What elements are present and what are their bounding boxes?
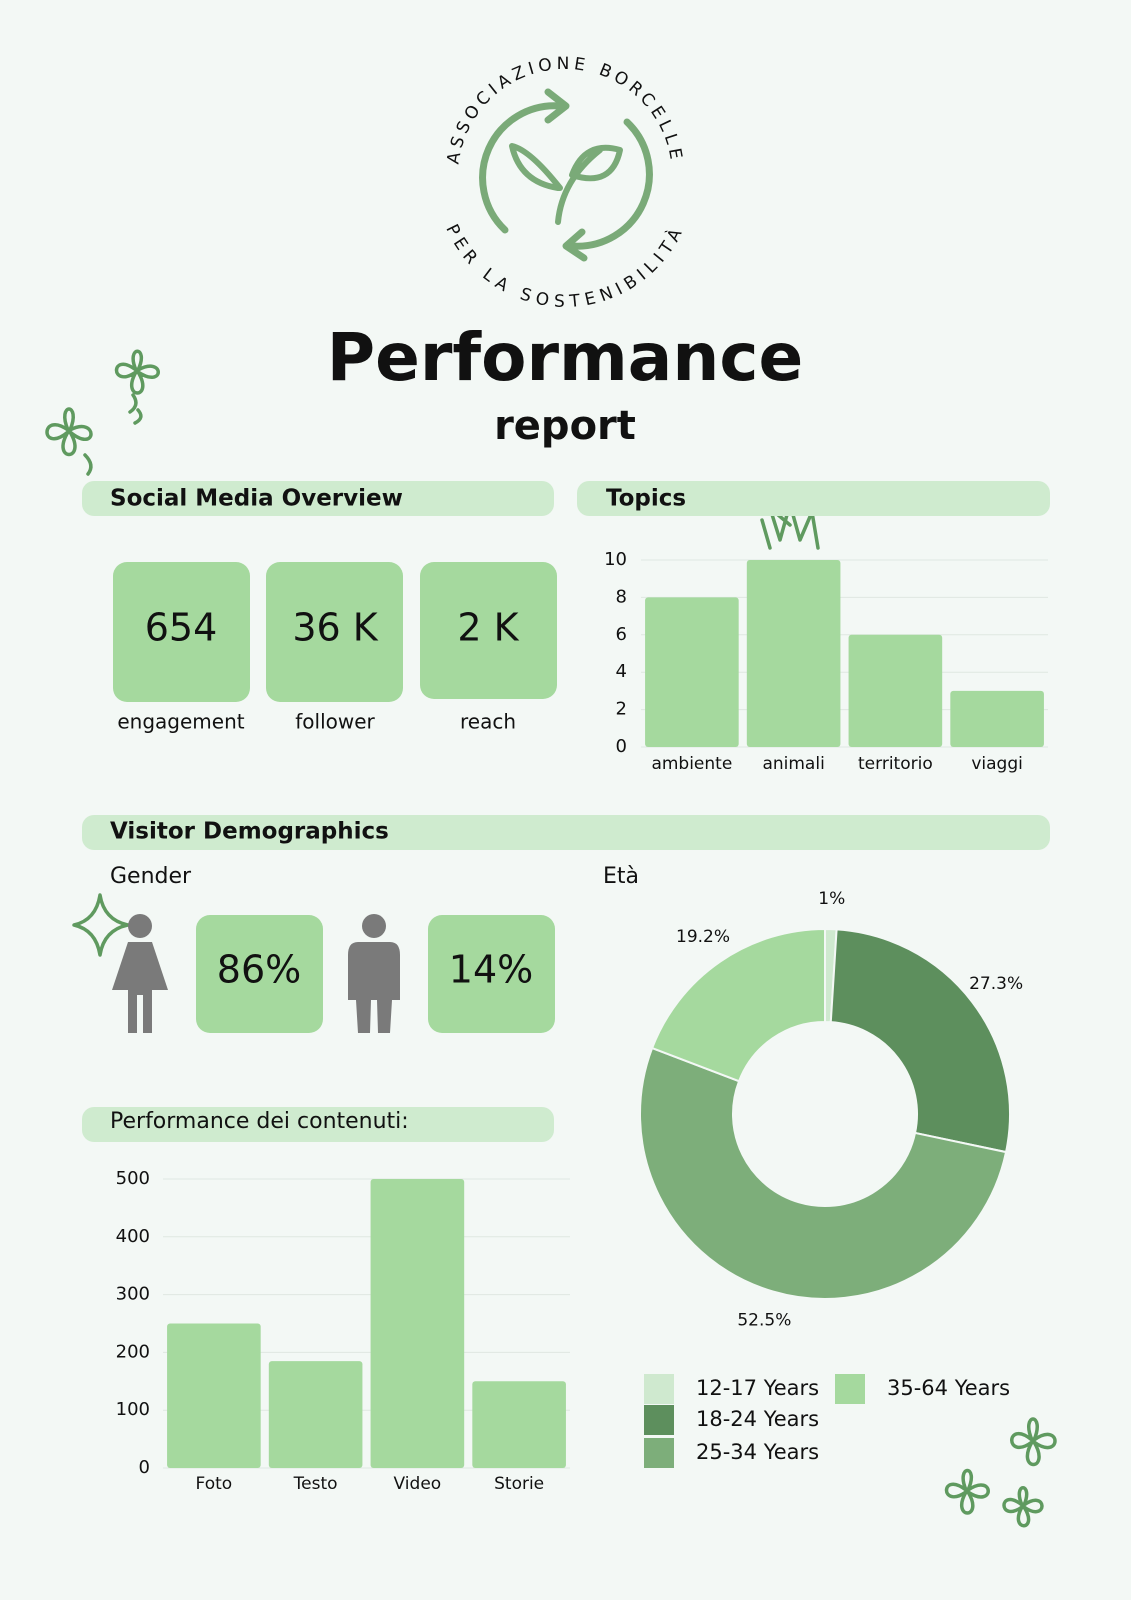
x-tick-label: animali (762, 754, 824, 774)
section-heading: Social Media Overview (110, 486, 403, 512)
stat-value: 2 K (457, 606, 519, 650)
male-icon (348, 942, 400, 1033)
section-heading: Visitor Demographics (110, 819, 389, 845)
bar (370, 1179, 465, 1468)
y-tick-label: 300 (116, 1284, 150, 1305)
x-tick-label: viaggi (971, 754, 1023, 774)
bar (645, 597, 739, 747)
bar (950, 690, 1044, 747)
flower-deco (45, 407, 93, 476)
male-icon (362, 914, 386, 938)
x-tick-label: Foto (196, 1474, 233, 1494)
stat-label: follower (295, 710, 375, 734)
stat-box (113, 562, 250, 702)
stat-label: engagement (117, 710, 244, 734)
bar (472, 1381, 566, 1468)
x-tick-label: Video (394, 1474, 442, 1494)
sub-heading: Gender (110, 864, 192, 889)
y-tick-label: 0 (616, 736, 627, 757)
data-label: 1% (818, 889, 845, 909)
gender-value: 14% (449, 948, 533, 992)
subtitle: report (494, 403, 636, 449)
y-tick-label: 200 (116, 1341, 150, 1362)
stat-box (266, 562, 403, 702)
female-icon (112, 942, 168, 1033)
sparkle-deco (72, 893, 130, 957)
data-label: 27.3% (969, 974, 1023, 994)
flower-deco (114, 349, 160, 425)
y-tick-label: 4 (616, 661, 627, 682)
gender: 86% 14% (112, 914, 555, 1033)
x-tick-label: ambiente (651, 754, 732, 774)
data-label: 19.2% (676, 927, 730, 947)
y-tick-label: 400 (116, 1226, 150, 1247)
section-band (82, 481, 554, 516)
logo-leaves (509, 143, 623, 225)
flower-deco (944, 1417, 1057, 1528)
bar (746, 560, 841, 747)
bar (268, 1361, 363, 1468)
sub-heading: Età (603, 864, 639, 889)
y-tick-label: 100 (116, 1399, 150, 1420)
gender-box (428, 915, 555, 1033)
female-icon (128, 914, 152, 938)
y-tick-label: 6 (616, 624, 627, 645)
bar (848, 634, 943, 747)
y-tick-label: 10 (604, 549, 627, 570)
stat-box (420, 562, 557, 699)
legend-label: 12-17 Years (696, 1376, 819, 1400)
stat-value: 36 K (292, 606, 378, 650)
legend-label: 25-34 Years (696, 1440, 819, 1464)
section-band (577, 481, 1050, 516)
legend-swatch (644, 1438, 674, 1468)
y-tick-label: 0 (139, 1457, 150, 1478)
legend-swatch (644, 1374, 674, 1404)
y-tick-label: 8 (616, 586, 627, 607)
gender-box (196, 915, 323, 1033)
logo-arrows (479, 102, 653, 250)
legend-label: 35-64 Years (887, 1376, 1010, 1400)
logo-arrowheads (544, 88, 588, 262)
x-tick-label: Storie (494, 1474, 544, 1494)
donut-slice (829, 928, 1011, 1154)
section-heading: Performance dei contenuti: (110, 1109, 409, 1134)
y-tick-label: 500 (116, 1168, 150, 1189)
gender-value: 86% (217, 948, 301, 992)
legend-swatch (835, 1374, 865, 1404)
section-heading: Topics (606, 486, 686, 512)
stats: 654 engagement 36 K follower 2 K reach (113, 562, 557, 734)
title: Performance (327, 319, 803, 396)
data-label: 52.5% (737, 1310, 791, 1330)
legend-label: 18-24 Years (696, 1407, 819, 1431)
x-tick-label: territorio (858, 754, 933, 774)
legend-swatch (644, 1405, 674, 1435)
stat-label: reach (460, 710, 516, 734)
donut-slice (639, 1046, 1008, 1300)
bar (167, 1323, 261, 1468)
section-band (82, 815, 1050, 850)
stat-value: 654 (145, 606, 218, 650)
x-tick-label: Testo (293, 1474, 338, 1494)
donut-slice (650, 927, 826, 1083)
section-band (82, 1107, 554, 1142)
y-tick-label: 2 (616, 699, 627, 720)
